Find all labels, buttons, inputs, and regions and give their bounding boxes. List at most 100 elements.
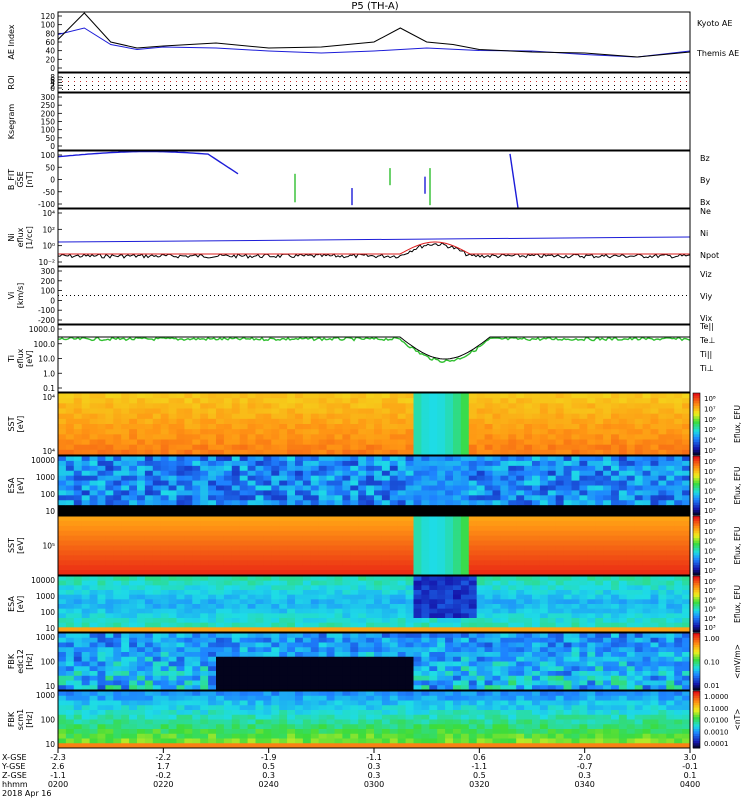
spectrogram-cell xyxy=(65,618,75,624)
spectrogram-cell xyxy=(160,516,170,522)
y-tick-label: 1.0 xyxy=(43,369,55,378)
roi-dot xyxy=(320,85,321,86)
spectrogram-cell xyxy=(366,680,375,686)
spectrogram-cell xyxy=(539,480,549,486)
spectrogram-cell xyxy=(618,429,628,435)
roi-dot xyxy=(674,85,675,86)
spectrogram-cell xyxy=(144,680,154,686)
spectrogram-cell xyxy=(247,550,256,556)
spectrogram-cell xyxy=(216,495,225,501)
spectrogram-cell xyxy=(524,456,533,462)
spectrogram-cell xyxy=(445,418,454,425)
spectrogram-cell xyxy=(500,480,509,486)
spectrogram-cell xyxy=(579,465,588,472)
spectrogram-cell xyxy=(563,398,572,404)
spectrogram-cell xyxy=(208,608,217,614)
spectrogram-cell xyxy=(216,398,225,404)
spectrogram-cell xyxy=(208,500,217,506)
spectrogram-cell xyxy=(334,652,343,658)
spectrogram-cell xyxy=(405,413,414,420)
spectrogram-cell xyxy=(516,545,525,551)
roi-dot xyxy=(530,89,531,90)
spectrogram-cell xyxy=(81,480,91,486)
spectrogram-cell xyxy=(342,500,351,506)
spectrogram-cell xyxy=(429,604,438,610)
spectrogram-cell xyxy=(674,439,683,446)
roi-dot xyxy=(308,81,309,82)
spectrogram-cell xyxy=(255,590,264,596)
spectrogram-cell xyxy=(587,485,596,491)
spectrogram-cell xyxy=(342,535,351,542)
spectrogram-cell xyxy=(239,535,249,542)
spectrogram-cell xyxy=(160,500,170,506)
spectrogram-cell xyxy=(626,576,636,582)
spectrogram-cell xyxy=(271,485,280,491)
spectrogram-cell xyxy=(508,545,517,551)
spectrogram-cell xyxy=(318,565,328,571)
spectrogram-cell xyxy=(429,576,438,582)
spectrogram-cell xyxy=(437,449,446,456)
spectrogram-cell xyxy=(524,424,533,430)
spectrogram-cell xyxy=(287,560,296,566)
spectrogram-cell xyxy=(421,599,430,605)
spectrogram-cell xyxy=(184,510,193,516)
spectrogram-cell xyxy=(389,403,399,409)
spectrogram-cell xyxy=(271,604,280,610)
roi-dot xyxy=(464,81,465,82)
spectrogram-cell xyxy=(255,520,264,527)
y-tick-label: 10 xyxy=(45,740,55,749)
spectrogram-cell xyxy=(460,460,470,467)
spectrogram-cell xyxy=(579,580,588,586)
spectrogram-cell xyxy=(658,403,667,409)
spectrogram-cell xyxy=(318,408,328,415)
spectrogram-cell xyxy=(192,398,201,404)
spectrogram-cell xyxy=(160,449,170,456)
spectrogram-cell xyxy=(453,403,462,409)
spectrogram-cell xyxy=(342,505,351,511)
spectrogram-cell xyxy=(532,490,541,496)
spectrogram-cell xyxy=(223,680,233,686)
spectrogram-cell xyxy=(468,530,478,537)
spectrogram-cell xyxy=(674,585,683,591)
spectrogram-cell xyxy=(73,434,83,440)
spectrogram-cell xyxy=(405,465,414,472)
spectrogram-cell xyxy=(374,580,383,586)
spectrogram-cell xyxy=(453,545,462,551)
spectrogram-cell xyxy=(429,490,438,496)
spectrogram-cell xyxy=(326,398,335,404)
spectrogram-cell xyxy=(437,560,446,566)
spectrogram-cell xyxy=(650,535,659,542)
spectrogram-cell xyxy=(642,565,651,571)
spectrogram-cell xyxy=(460,540,470,546)
spectrogram-cell xyxy=(437,413,446,420)
spectrogram-cell xyxy=(611,590,620,596)
spectrogram-cell xyxy=(358,535,367,542)
spectrogram-cell xyxy=(524,535,533,542)
spectrogram-cell xyxy=(547,429,557,435)
spectrogram-cell xyxy=(65,516,75,522)
spectrogram-cell xyxy=(429,413,438,420)
spectrogram-cell xyxy=(89,550,98,556)
spectrogram-cell xyxy=(302,495,312,501)
spectrogram-cell xyxy=(279,465,288,472)
b-field-bx-line xyxy=(57,150,239,175)
spectrogram-cell xyxy=(650,560,659,566)
spectrogram-cell xyxy=(611,495,620,501)
spectrogram-cell xyxy=(105,550,114,556)
panel-7: 1000.0100.010.01.00.1Ti eflux [eV] xyxy=(7,325,62,393)
spectrogram-cell xyxy=(208,525,217,532)
y-axis-label: ESA xyxy=(7,477,16,493)
spectrogram-cell xyxy=(492,594,501,600)
spectrogram-cell xyxy=(381,444,391,451)
roi-dot xyxy=(110,85,111,86)
spectrogram-cell xyxy=(176,545,185,551)
spectrogram-cell xyxy=(216,613,225,619)
spectrogram-cell xyxy=(105,671,114,677)
spectrogram-cell xyxy=(184,613,193,619)
spectrogram-cell xyxy=(666,490,675,496)
spectrogram-cell xyxy=(89,604,98,610)
spectrogram-cell xyxy=(160,403,170,409)
roi-dot xyxy=(590,81,591,82)
spectrogram-cell xyxy=(595,525,604,532)
spectrogram-cell xyxy=(405,424,414,430)
